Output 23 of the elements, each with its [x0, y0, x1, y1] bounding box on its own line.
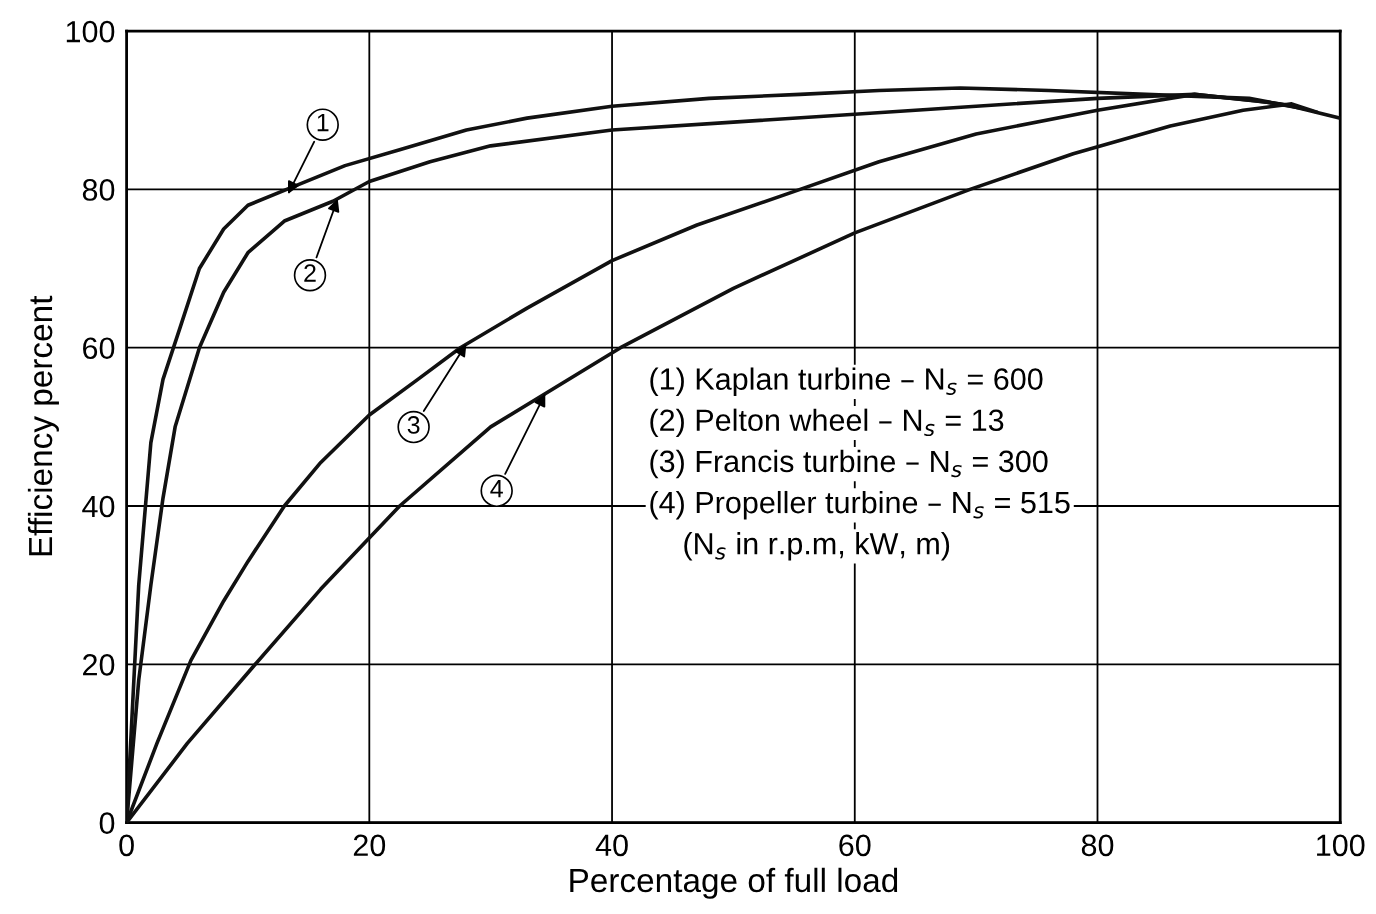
- annotation: 3: [407, 416, 420, 434]
- y-tick-label: 20: [83, 654, 115, 676]
- annotation: (4) Propeller turbine – N$_{s}$ = 515: [650, 490, 1070, 520]
- annotation: 1: [317, 113, 329, 132]
- annotation: (1) Kaplan turbine – N$_{s}$ = 600: [650, 367, 1043, 396]
- annotation: (2) Pelton wheel – N$_{s}$ = 13: [650, 408, 1004, 438]
- x-tick-label: 60: [839, 834, 871, 857]
- y-tick-label: 40: [82, 495, 115, 518]
- x-tick-label: 100: [1317, 834, 1365, 857]
- y-axis-title: Efficiency percent: [27, 295, 59, 556]
- y-tick-label: 60: [83, 337, 115, 360]
- x-axis-title: Percentage of full load: [570, 867, 898, 899]
- x-tick-label: 20: [353, 834, 386, 857]
- annotation: (3) Francis turbine – N$_{s}$ = 300: [650, 449, 1048, 479]
- annotation: (N$_{s}$ in r.p.m, kW, m): [684, 532, 950, 561]
- x-tick-label: 80: [1081, 834, 1114, 857]
- annotation: 2: [304, 264, 316, 282]
- x-tick-label: 0: [119, 834, 134, 857]
- y-tick-label: 100: [66, 20, 115, 43]
- x-tick-label: 40: [595, 834, 628, 857]
- y-tick-label: 0: [99, 812, 115, 834]
- y-tick-label: 80: [82, 179, 115, 201]
- annotation: 4: [490, 480, 503, 498]
